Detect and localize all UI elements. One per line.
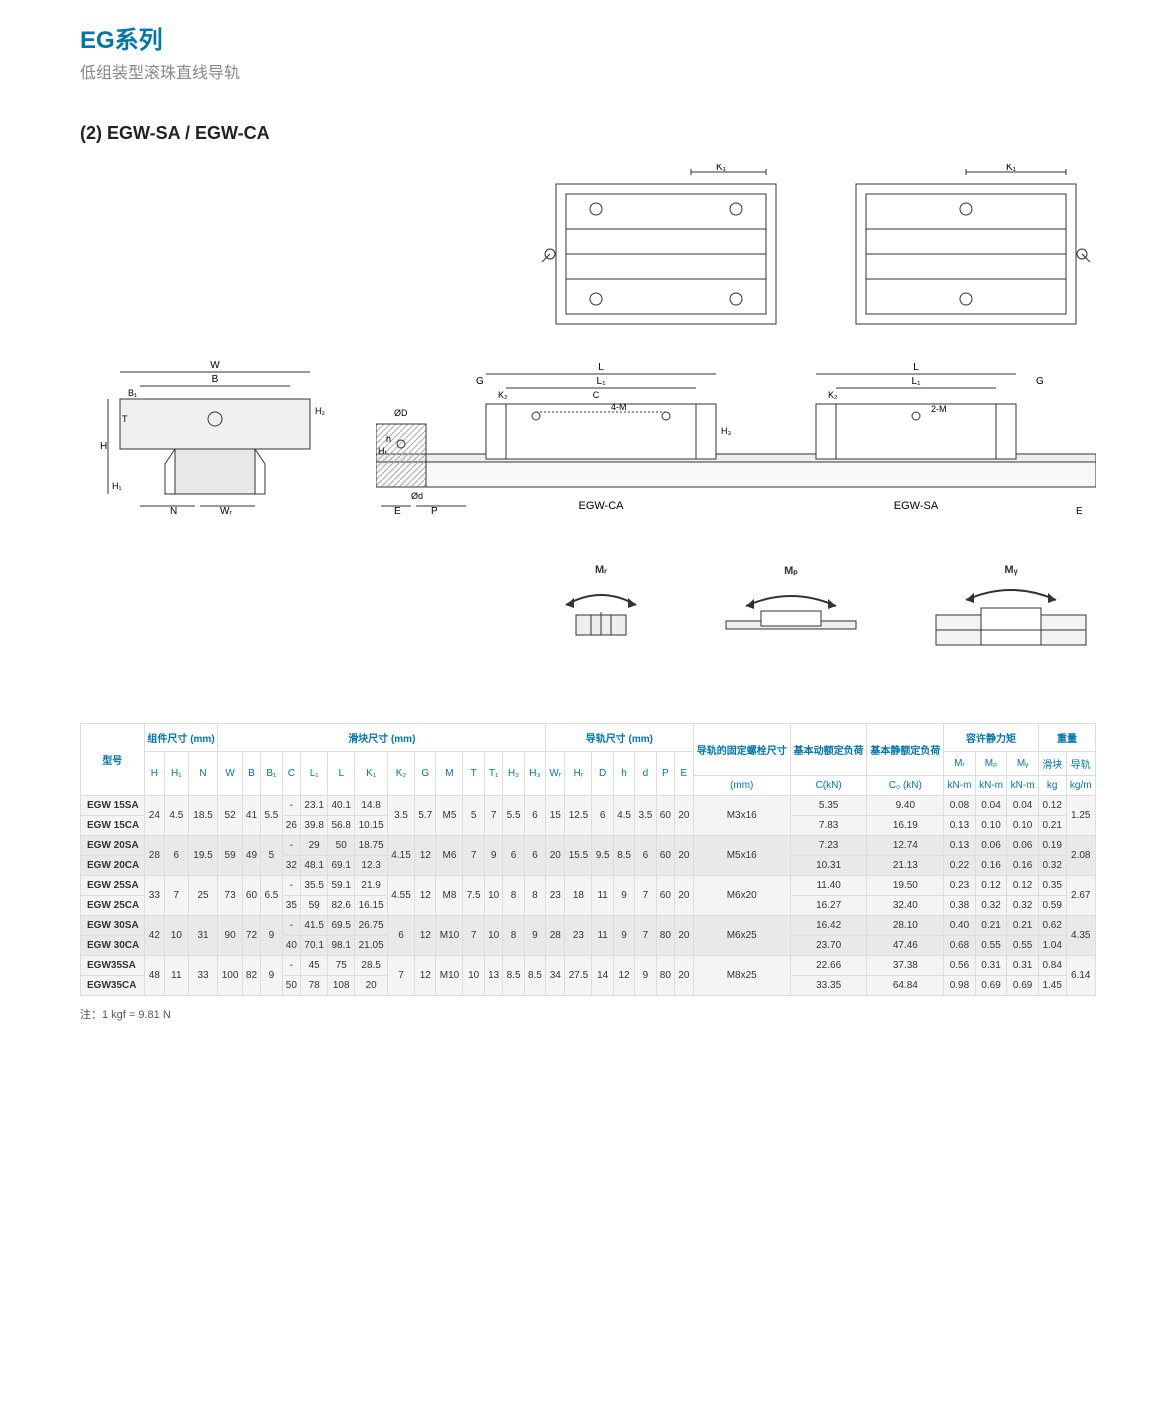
svg-text:W: W <box>210 360 220 371</box>
diagram-top-right: K₁ <box>836 164 1096 334</box>
diagram-area: K₁ K₁ W B B₁ H H₁ H₂ <box>80 164 1096 683</box>
col-rail: 导轨尺寸 (mm) <box>546 724 694 752</box>
series-title: EG系列 <box>80 20 1096 55</box>
table-row: EGW 25SA3372573606.5-35.559.121.94.5512M… <box>81 876 1096 896</box>
svg-text:4-M: 4-M <box>611 402 627 412</box>
svg-text:L₁: L₁ <box>912 376 922 387</box>
table-row: EGW 30SA42103190729-41.569.526.75612M107… <box>81 916 1096 936</box>
svg-text:K₂: K₂ <box>498 390 508 400</box>
col-dyn: 基本动额定负荷 <box>790 724 867 776</box>
svg-text:ØD: ØD <box>394 408 408 418</box>
col-assembly: 组件尺寸 (mm) <box>144 724 218 752</box>
moment-my: Mᵧ <box>926 564 1096 653</box>
svg-text:H₂: H₂ <box>315 406 325 416</box>
svg-text:K₁: K₁ <box>716 164 727 173</box>
footnote: 注：1 kgf = 9.81 N <box>80 1006 1096 1022</box>
svg-text:h: h <box>386 434 391 444</box>
svg-text:G: G <box>1036 376 1044 387</box>
svg-text:C: C <box>593 390 600 400</box>
svg-text:K₂: K₂ <box>828 390 838 400</box>
svg-text:H: H <box>100 441 107 452</box>
svg-text:P: P <box>431 506 438 517</box>
diagram-cross-section: W B B₁ H H₁ H₂ T N Wᵣ <box>80 354 330 524</box>
col-moment: 容许静力矩 <box>944 724 1039 752</box>
svg-text:H₁: H₁ <box>112 481 122 491</box>
svg-text:L₁: L₁ <box>597 376 607 387</box>
diagram-side-views: ØD Ød Hᵣ h E P C 4-M G L L₁ K₂ H₃ EGW-CA <box>376 354 1096 524</box>
moment-mr: Mᵣ <box>546 564 656 653</box>
svg-text:E: E <box>1076 506 1083 517</box>
svg-text:EGW-SA: EGW-SA <box>894 500 939 512</box>
svg-text:G: G <box>476 376 484 387</box>
col-bolt: 导轨的固定螺栓尺寸 <box>693 724 790 776</box>
col-block: 滑块尺寸 (mm) <box>218 724 546 752</box>
series-subtitle: 低组装型滚珠直线导轨 <box>80 59 1096 83</box>
table-row: EGW 20SA28619.559495-295018.754.1512M679… <box>81 836 1096 856</box>
svg-text:B: B <box>212 374 219 385</box>
col-stat: 基本静额定负荷 <box>867 724 944 776</box>
svg-text:L: L <box>913 362 919 373</box>
svg-text:EGW-CA: EGW-CA <box>578 500 624 512</box>
col-model: 型号 <box>81 724 145 796</box>
svg-text:H₃: H₃ <box>721 426 731 436</box>
spec-table: 型号 组件尺寸 (mm) 滑块尺寸 (mm) 导轨尺寸 (mm) 导轨的固定螺栓… <box>80 723 1096 996</box>
svg-text:T: T <box>122 414 128 424</box>
table-row: EGW 15SA244.518.552415.5-23.140.114.83.5… <box>81 796 1096 816</box>
svg-text:Wᵣ: Wᵣ <box>220 506 232 517</box>
table-row: EGW35SA481133100829-457528.5712M1010138.… <box>81 956 1096 976</box>
svg-text:Hᵣ: Hᵣ <box>378 446 387 456</box>
moment-mp: Mₚ <box>716 564 866 653</box>
svg-text:B₁: B₁ <box>128 388 137 398</box>
svg-text:N: N <box>170 506 177 517</box>
svg-text:K₁: K₁ <box>1006 164 1017 173</box>
svg-text:L: L <box>598 362 604 373</box>
col-weight: 重量 <box>1038 724 1095 752</box>
section-title: (2) EGW-SA / EGW-CA <box>80 123 1096 144</box>
diagram-top-left: K₁ <box>536 164 796 334</box>
svg-text:2-M: 2-M <box>931 404 947 414</box>
svg-text:E: E <box>394 506 401 517</box>
svg-text:Ød: Ød <box>411 491 423 501</box>
